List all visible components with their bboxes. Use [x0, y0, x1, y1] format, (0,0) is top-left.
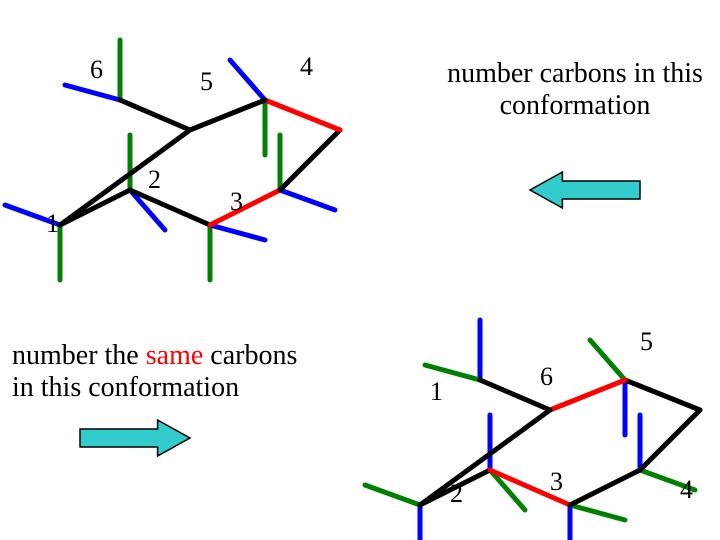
- caption-mid-highlight: same: [146, 340, 204, 371]
- chair-bottom: 1 2 3 4 5 6: [365, 320, 700, 540]
- ring-bond: [570, 470, 640, 505]
- carbon-label: 4: [680, 475, 693, 504]
- carbon-label: 4: [300, 52, 313, 81]
- caption-mid-left: number the same carbons in this conforma…: [12, 340, 297, 404]
- ring-bond: [550, 380, 625, 410]
- caption-mid-part-c: carbons: [203, 340, 297, 371]
- arrow-right-icon: [80, 420, 190, 456]
- caption-top-line1: number carbons in this: [447, 58, 703, 89]
- caption-mid-line2: in this conformation: [12, 372, 239, 403]
- ring-bond: [120, 100, 190, 130]
- ring-bond: [420, 410, 550, 505]
- carbon-label: 3: [230, 187, 243, 216]
- ring-bond: [640, 410, 700, 470]
- carbon-label: 2: [148, 165, 161, 194]
- carbon-label: 5: [200, 67, 213, 96]
- caption-top-line2: conformation: [500, 90, 651, 121]
- ring-bond: [60, 130, 190, 225]
- substituent-bond: [365, 485, 420, 505]
- substituent-bond: [210, 225, 265, 240]
- ring-bond: [210, 190, 280, 225]
- arrow-left-icon: [530, 172, 640, 208]
- carbon-label: 3: [550, 467, 563, 496]
- chair-top: 1 2 3 4 5 6: [5, 40, 340, 280]
- substituent-bond: [230, 60, 265, 100]
- substituent-bond: [590, 340, 625, 380]
- carbon-label: 5: [640, 327, 653, 356]
- ring-bond: [265, 100, 340, 130]
- substituent-bond: [570, 505, 625, 520]
- caption-top-right: number carbons in this conformation: [430, 58, 720, 122]
- substituent-bond: [65, 85, 120, 100]
- caption-mid-part-a: number the: [12, 340, 146, 371]
- carbon-label: 2: [450, 479, 463, 508]
- ring-bond: [625, 380, 700, 410]
- carbon-label: 1: [430, 377, 443, 406]
- carbon-label: 6: [540, 362, 553, 391]
- carbon-label: 1: [46, 209, 59, 238]
- ring-bond: [190, 100, 265, 130]
- carbon-label: 6: [90, 55, 103, 84]
- substituent-bond: [280, 190, 335, 210]
- ring-bond: [280, 130, 340, 190]
